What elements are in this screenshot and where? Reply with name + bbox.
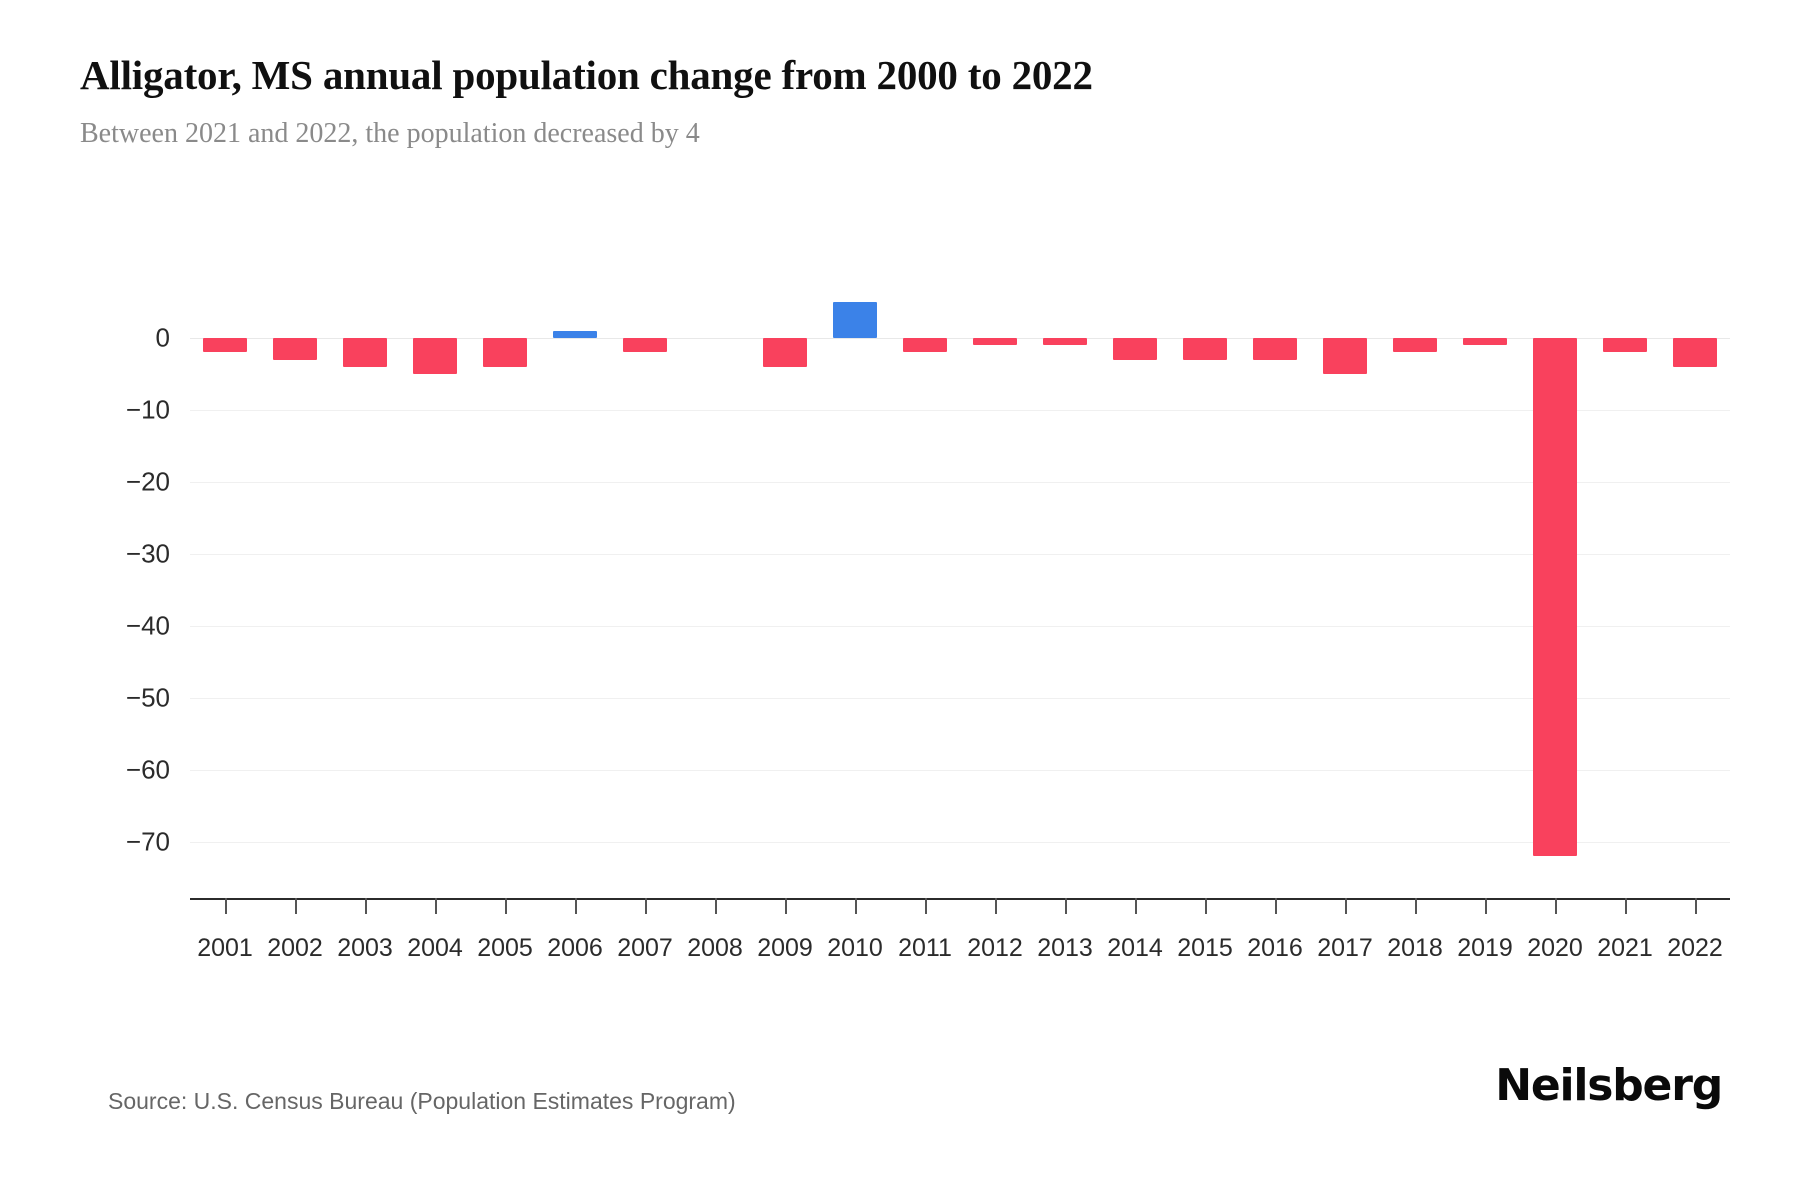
- y-axis-tick-label: 0: [155, 322, 170, 353]
- x-axis-tick-mark: [1695, 898, 1697, 914]
- x-axis-tick-label: 2002: [267, 934, 323, 962]
- bar[interactable]: [623, 338, 667, 353]
- bar[interactable]: [1533, 338, 1577, 857]
- bar[interactable]: [833, 302, 877, 338]
- x-axis-tick-label: 2019: [1457, 934, 1513, 962]
- x-axis-tick-mark: [435, 898, 437, 914]
- bar[interactable]: [483, 338, 527, 367]
- x-axis-tick-mark: [1065, 898, 1067, 914]
- x-axis-tick-mark: [1485, 898, 1487, 914]
- bar[interactable]: [1323, 338, 1367, 374]
- gridline: [190, 482, 1730, 483]
- x-axis-tick-mark: [1415, 898, 1417, 914]
- page-title: Alligator, MS annual population change f…: [80, 52, 1093, 98]
- y-axis-tick-label: −30: [125, 538, 170, 569]
- x-axis-tick-label: 2022: [1667, 934, 1723, 962]
- gridline: [190, 554, 1730, 555]
- x-axis-tick-label: 2009: [757, 934, 813, 962]
- x-axis-tick-mark: [1135, 898, 1137, 914]
- x-axis-tick-label: 2003: [337, 934, 393, 962]
- bar[interactable]: [1463, 338, 1507, 346]
- x-axis-line: [190, 898, 1730, 900]
- x-axis-tick-label: 2020: [1527, 934, 1583, 962]
- x-axis-tick-mark: [295, 898, 297, 914]
- x-axis-tick-label: 2016: [1247, 934, 1303, 962]
- x-axis-tick-mark: [715, 898, 717, 914]
- bar[interactable]: [763, 338, 807, 367]
- x-axis-tick-mark: [505, 898, 507, 914]
- plot-area: [190, 250, 1730, 898]
- x-axis-tick-mark: [365, 898, 367, 914]
- x-axis-tick-label: 2012: [967, 934, 1023, 962]
- bar[interactable]: [203, 338, 247, 353]
- x-axis-tick-label: 2018: [1387, 934, 1443, 962]
- source-note: Source: U.S. Census Bureau (Population E…: [108, 1088, 736, 1114]
- x-axis-tick-mark: [1625, 898, 1627, 914]
- x-axis-tick-mark: [925, 898, 927, 914]
- y-axis-tick-label: −20: [125, 466, 170, 497]
- brand-logo: Neilsberg: [1495, 1060, 1723, 1111]
- x-axis-tick-label: 2017: [1317, 934, 1373, 962]
- bars-group: [190, 250, 1730, 898]
- y-axis-tick-label: −40: [125, 610, 170, 641]
- y-axis-tick-label: −60: [125, 754, 170, 785]
- x-axis-tick-mark: [645, 898, 647, 914]
- x-axis-tick-label: 2014: [1107, 934, 1163, 962]
- y-axis-tick-label: −10: [125, 394, 170, 425]
- x-axis-tick-label: 2008: [687, 934, 743, 962]
- bar[interactable]: [903, 338, 947, 353]
- x-axis-tick-mark: [995, 898, 997, 914]
- x-axis-tick-label: 2015: [1177, 934, 1233, 962]
- x-axis-tick-label: 2005: [477, 934, 533, 962]
- gridline: [190, 698, 1730, 699]
- x-axis-tick-mark: [785, 898, 787, 914]
- x-axis-tick-label: 2006: [547, 934, 603, 962]
- bar[interactable]: [1603, 338, 1647, 353]
- y-axis-tick-label: −70: [125, 826, 170, 857]
- bar[interactable]: [973, 338, 1017, 346]
- x-axis-tick-label: 2010: [827, 934, 883, 962]
- bar[interactable]: [1113, 338, 1157, 360]
- x-axis-tick-mark: [1205, 898, 1207, 914]
- chart-header: Alligator, MS annual population change f…: [80, 52, 1720, 151]
- bar[interactable]: [273, 338, 317, 360]
- x-axis-tick-mark: [1345, 898, 1347, 914]
- zero-line: [190, 338, 1730, 339]
- x-axis-tick-mark: [575, 898, 577, 914]
- gridline: [190, 770, 1730, 771]
- bar[interactable]: [1253, 338, 1297, 360]
- x-axis-tick-label: 2021: [1597, 934, 1653, 962]
- x-axis-tick-label: 2004: [407, 934, 463, 962]
- bar[interactable]: [1043, 338, 1087, 346]
- x-axis-tick-label: 2001: [197, 934, 253, 962]
- x-axis-tick-mark: [855, 898, 857, 914]
- x-axis-tick-label: 2011: [898, 934, 952, 962]
- bar[interactable]: [413, 338, 457, 374]
- bar[interactable]: [1393, 338, 1437, 353]
- chart-subtitle: Between 2021 and 2022, the population de…: [80, 118, 700, 150]
- bar[interactable]: [1183, 338, 1227, 360]
- x-axis-tick-mark: [1275, 898, 1277, 914]
- gridline: [190, 626, 1730, 627]
- x-axis-tick-mark: [1555, 898, 1557, 914]
- bar[interactable]: [343, 338, 387, 367]
- x-axis-tick-mark: [225, 898, 227, 914]
- bar[interactable]: [1673, 338, 1717, 367]
- gridline: [190, 842, 1730, 843]
- y-axis-tick-label: −50: [125, 682, 170, 713]
- x-axis-tick-label: 2013: [1037, 934, 1093, 962]
- gridline: [190, 410, 1730, 411]
- x-axis-tick-label: 2007: [617, 934, 673, 962]
- bar[interactable]: [553, 330, 597, 338]
